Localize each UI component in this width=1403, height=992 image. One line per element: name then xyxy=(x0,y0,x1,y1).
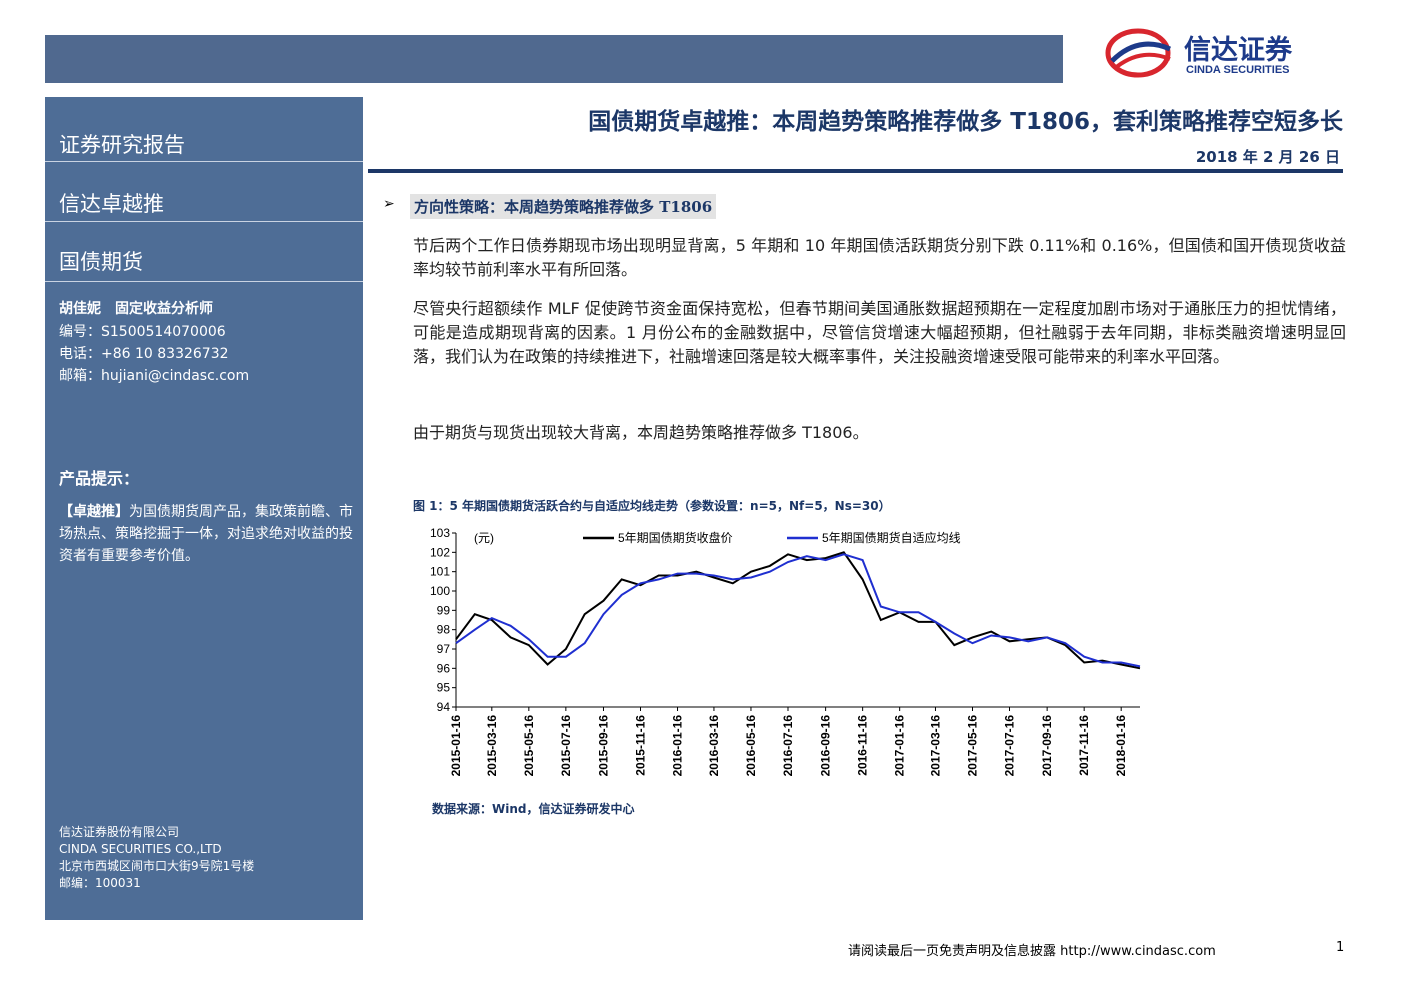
sidebar-item: 国债期货 xyxy=(59,250,143,274)
x-tick-label: 2016-01-16 xyxy=(671,715,685,777)
logo: 信达证券 CINDA SECURITIES xyxy=(1105,28,1293,78)
logo-en: CINDA SECURITIES xyxy=(1186,64,1290,76)
tip: 【卓越推】为国债期货周产品，集政策前瞻、市场热点、策略挖掘于一体，对追求绝对收益… xyxy=(59,501,355,567)
section-heading: 方向性策略：本周趋势策略推荐做多 T1806 xyxy=(410,194,717,219)
tip-lead: 【卓越推】 xyxy=(59,504,129,520)
x-tick-label: 2016-07-16 xyxy=(781,715,795,777)
y-tick-label: 97 xyxy=(437,642,451,656)
y-tick-label: 102 xyxy=(430,545,450,559)
separator xyxy=(45,221,363,222)
contact: 编号：S1500514070006 xyxy=(59,324,226,340)
separator xyxy=(45,161,363,162)
x-tick-label: 2015-11-16 xyxy=(634,715,648,776)
y-axis-label: (元) xyxy=(474,531,494,545)
contacts: 编号：S1500514070006 电话：+86 10 83326732 邮箱：… xyxy=(59,321,249,387)
sidebar: 证券研究报告 信达卓越推 国债期货 胡佳妮 固定收益分析师 编号：S150051… xyxy=(45,97,363,920)
x-tick-label: 2016-05-16 xyxy=(744,715,758,777)
separator xyxy=(45,281,363,282)
x-tick-label: 2017-03-16 xyxy=(928,715,942,777)
disclaimer: 请阅读最后一页免责声明及信息披露 http://www.cindasc.com xyxy=(848,944,1216,959)
x-tick-label: 2017-11-16 xyxy=(1077,715,1091,776)
legend-label: 5年期国债期货自适应均线 xyxy=(822,530,961,545)
x-tick-label: 2015-03-16 xyxy=(485,715,499,777)
top-banner xyxy=(45,35,1063,83)
x-tick-label: 2016-09-16 xyxy=(819,715,833,777)
legend-label: 5年期国债期货收盘价 xyxy=(618,530,733,545)
series-line xyxy=(455,553,1141,668)
company-line: 信达证券股份有限公司 xyxy=(59,825,180,839)
bullet: ➢ xyxy=(383,196,395,212)
page-number: 1 xyxy=(1336,940,1345,955)
x-tick-label: 2015-01-16 xyxy=(449,715,463,777)
sidebar-item: 信达卓越推 xyxy=(59,192,164,216)
x-tick-label: 2016-11-16 xyxy=(856,715,870,776)
company-line: 北京市西城区闹市口大街9号院1号楼 xyxy=(59,859,255,873)
paragraph: 由于期货与现货出现较大背离，本周趋势策略推荐做多 T1806。 xyxy=(413,423,869,442)
y-tick-label: 99 xyxy=(437,603,451,617)
chart: 94 95 96 97 98 99 100 101 102 103 2015-01-16 2015-0… xyxy=(430,526,1141,777)
source: 数据来源：Wind，信达证券研发中心 xyxy=(432,802,635,816)
figure-caption: 图 1：5 年期国债期货活跃合约与自适应均线走势（参数设置：n=5，Nf=5，N… xyxy=(413,499,891,513)
x-tick-label: 2017-09-16 xyxy=(1040,715,1054,777)
y-tick-label: 100 xyxy=(430,584,450,598)
company-line: 邮编：100031 xyxy=(59,876,141,890)
contact: 电话：+86 10 83326732 xyxy=(59,346,229,362)
y-tick-label: 103 xyxy=(430,526,450,540)
x-tick-label: 2017-01-16 xyxy=(893,715,907,777)
sidebar-item: 证券研究报告 xyxy=(59,133,185,157)
tip-title: 产品提示： xyxy=(59,469,140,488)
x-tick-label: 2015-09-16 xyxy=(596,715,610,777)
paragraph: 尽管央行超额续作 MLF 促使跨节资金面保持宽松，但春节期间美国通胀数据超预期在… xyxy=(413,299,1346,366)
x-tick-label: 2018-01-16 xyxy=(1114,715,1128,777)
tip-text: 为国债期货周产品，集政策前瞻、市场热点、策略挖掘于一体，对追求绝对收益的投资者有… xyxy=(59,504,353,564)
report-title: 国债期货卓越推：本周趋势策略推荐做多 T1806，套利策略推荐空短多长 xyxy=(588,109,1343,135)
x-tick-label: 2017-07-16 xyxy=(1003,715,1017,777)
rule xyxy=(368,169,1343,173)
contact: 邮箱：hujiani@cindasc.com xyxy=(59,368,250,384)
report-date: 2018 年 2 月 26 日 xyxy=(1195,148,1340,166)
x-tick-label: 2017-05-16 xyxy=(965,715,979,777)
x-tick-label: 2016-03-16 xyxy=(707,715,721,777)
paragraph: 节后两个工作日债券期现市场出现明显背离，5 年期和 10 年期国债活跃期货分别下… xyxy=(413,236,1346,279)
y-tick-label: 98 xyxy=(437,623,451,637)
author: 胡佳妮 固定收益分析师 xyxy=(59,301,213,317)
x-tick-label: 2015-07-16 xyxy=(559,715,573,777)
y-tick-label: 94 xyxy=(437,700,451,714)
logo-swoosh xyxy=(1112,52,1171,71)
company-line: CINDA SECURITIES CO.,LTD xyxy=(59,842,222,856)
series-line xyxy=(455,551,1141,670)
logo-swoosh xyxy=(1105,28,1171,78)
logo-swoosh xyxy=(1110,41,1172,63)
company: 信达证券股份有限公司 CINDA SECURITIES CO.,LTD 北京市西… xyxy=(59,824,254,892)
x-tick-label: 2015-05-16 xyxy=(522,715,536,777)
y-tick-label: 96 xyxy=(437,661,451,675)
y-tick-label: 95 xyxy=(437,681,451,695)
logo-cn: 信达证券 xyxy=(1184,34,1293,66)
y-tick-label: 101 xyxy=(430,565,450,579)
